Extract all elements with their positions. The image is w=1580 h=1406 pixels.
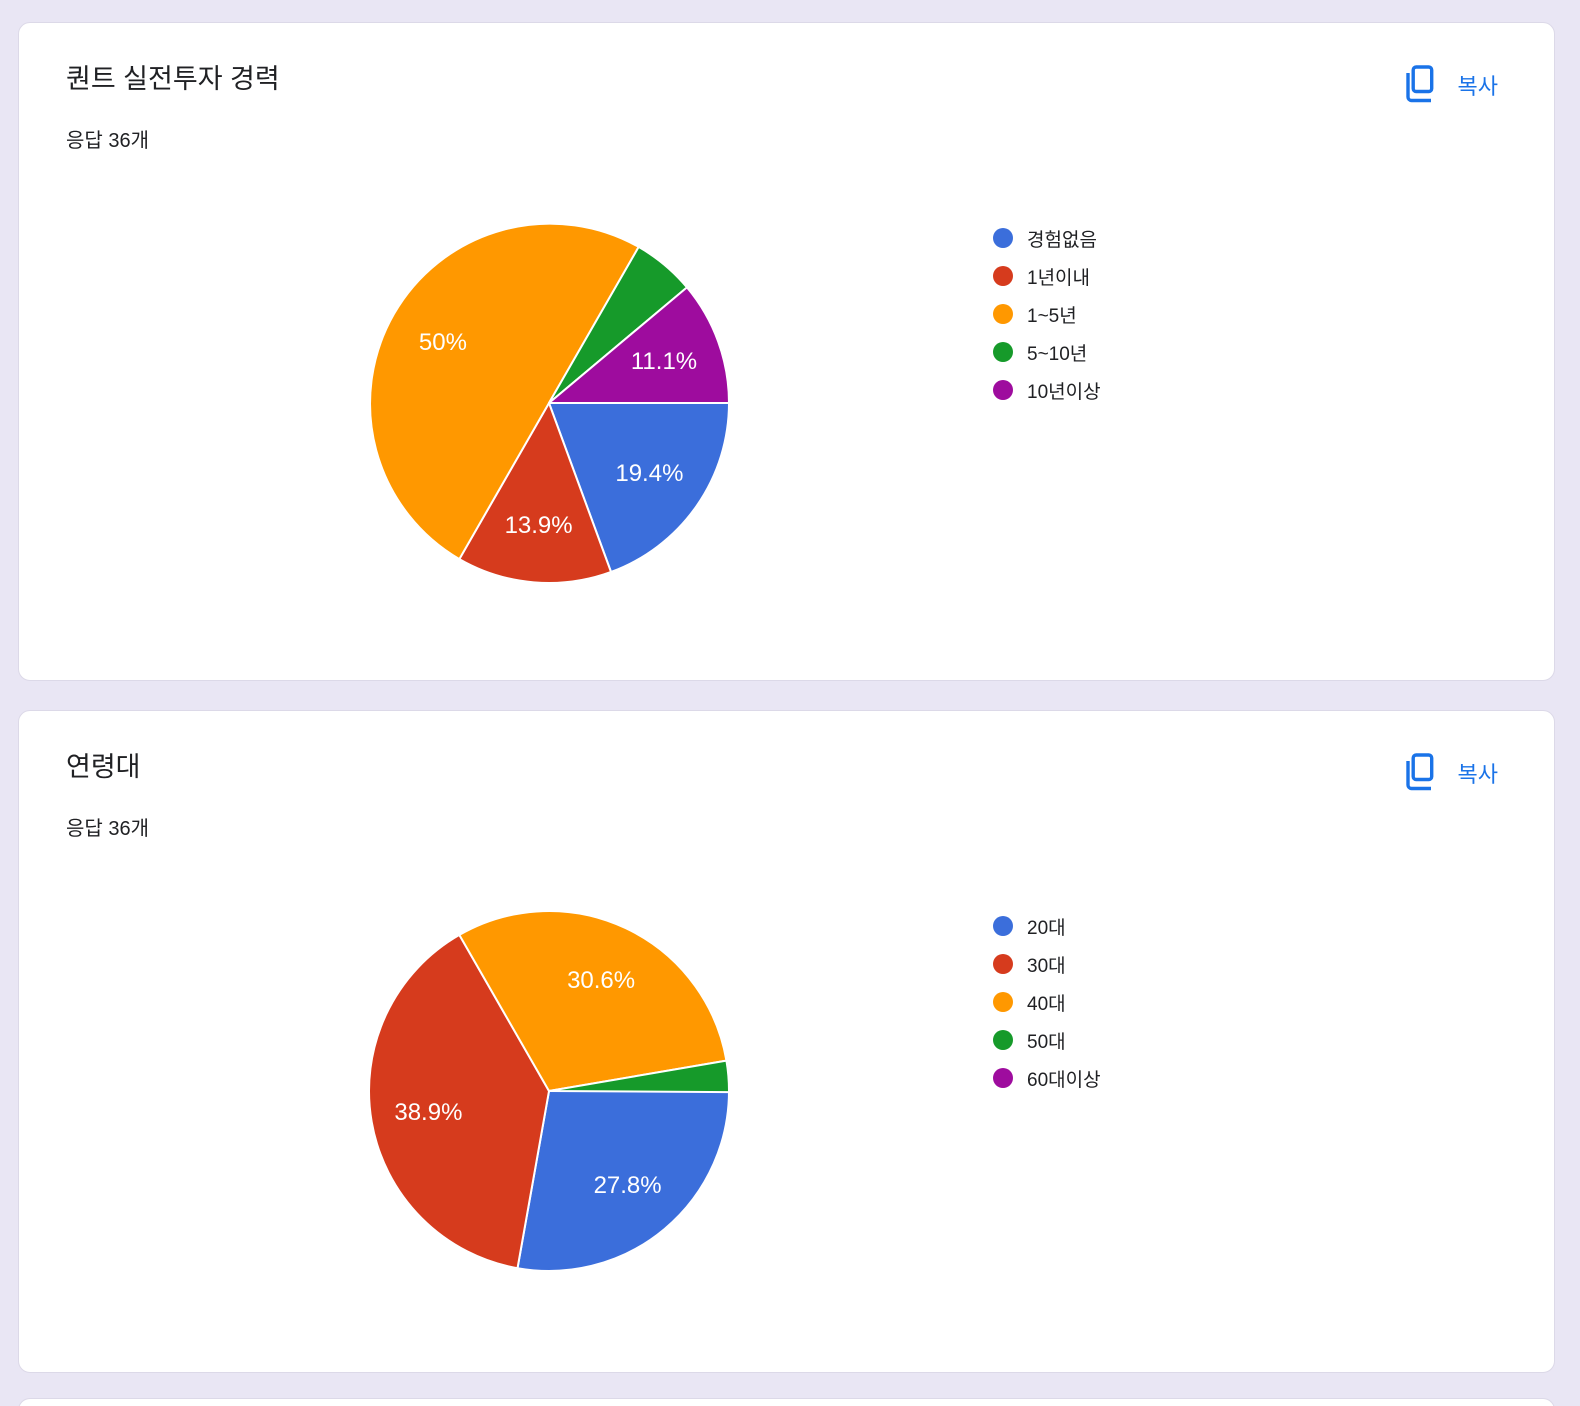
pie-slice bbox=[368, 933, 550, 1270]
copy-chart-button[interactable]: 복사 bbox=[1404, 753, 1498, 793]
copy-button-label: 복사 bbox=[1457, 762, 1498, 787]
legend-dot-icon bbox=[993, 992, 1013, 1012]
legend-dot-icon bbox=[993, 954, 1013, 974]
response-card-quant-experience: 퀀트 실전투자 경력 응답 36개 복사 19.4% 13.9% 50% 11.1% … bbox=[18, 22, 1555, 681]
pie-slice bbox=[458, 910, 728, 1092]
pie-slice-label: 38.9% bbox=[394, 1099, 462, 1126]
copy-chart-button[interactable]: 복사 bbox=[1404, 65, 1498, 105]
pie-slice-label: 13.9% bbox=[505, 512, 573, 539]
legend-item: 30대 bbox=[993, 945, 1101, 983]
copy-icon bbox=[1404, 753, 1434, 793]
legend-item: 20대 bbox=[993, 907, 1101, 945]
legend-dot-icon bbox=[993, 266, 1013, 286]
legend-item: 60대이상 bbox=[993, 1059, 1101, 1097]
legend-dot-icon bbox=[993, 1068, 1013, 1088]
legend-item: 경험없음 bbox=[993, 219, 1101, 257]
legend-dot-icon bbox=[993, 342, 1013, 362]
legend-dot-icon bbox=[993, 228, 1013, 248]
legend-dot-icon bbox=[993, 380, 1013, 400]
legend-item: 50대 bbox=[993, 1021, 1101, 1059]
legend-label: 30대 bbox=[1027, 955, 1066, 977]
legend-label: 경험없음 bbox=[1027, 229, 1097, 251]
copy-icon bbox=[1404, 65, 1434, 105]
legend-label: 1년이내 bbox=[1027, 267, 1091, 289]
pie-slice bbox=[548, 1059, 731, 1094]
pie-slice bbox=[548, 402, 730, 573]
pie-slice bbox=[369, 222, 640, 561]
response-card-next-partial bbox=[18, 1398, 1555, 1406]
legend-item: 5~10년 bbox=[993, 333, 1101, 371]
legend-item: 1년이내 bbox=[993, 257, 1101, 295]
question-title: 연령대 bbox=[66, 752, 141, 782]
legend-dot-icon bbox=[993, 1030, 1013, 1050]
response-count: 응답 36개 bbox=[66, 130, 150, 152]
legend-label: 1~5년 bbox=[1027, 305, 1077, 327]
pie-slice-label: 50% bbox=[419, 329, 467, 356]
pie-chart-quant-experience: 19.4% 13.9% 50% 11.1% bbox=[369, 222, 730, 584]
legend-label: 50대 bbox=[1027, 1031, 1066, 1053]
pie-slice bbox=[516, 1090, 730, 1272]
pie-legend: 경험없음 1년이내 1~5년 5~10년 10년이상 bbox=[993, 219, 1101, 409]
question-title: 퀀트 실전투자 경력 bbox=[66, 64, 280, 94]
pie-slice-label: 11.1% bbox=[631, 348, 697, 375]
legend-item: 10년이상 bbox=[993, 371, 1101, 409]
legend-item: 40대 bbox=[993, 983, 1101, 1021]
legend-label: 10년이상 bbox=[1027, 381, 1101, 403]
pie-slice bbox=[458, 402, 613, 584]
legend-dot-icon bbox=[993, 916, 1013, 936]
legend-dot-icon bbox=[993, 304, 1013, 324]
legend-label: 40대 bbox=[1027, 993, 1066, 1015]
legend-item: 1~5년 bbox=[993, 295, 1101, 333]
legend-label: 5~10년 bbox=[1027, 343, 1088, 365]
pie-slice bbox=[548, 286, 730, 404]
pie-legend: 20대 30대 40대 50대 60대이상 bbox=[993, 907, 1101, 1097]
pie-slice-label: 19.4% bbox=[615, 460, 683, 487]
copy-button-label: 복사 bbox=[1457, 74, 1498, 99]
legend-label: 20대 bbox=[1027, 917, 1066, 939]
response-count: 응답 36개 bbox=[66, 818, 150, 840]
pie-chart-age-group: 27.8% 38.9% 30.6% bbox=[368, 910, 731, 1272]
pie-slice-label: 27.8% bbox=[594, 1172, 662, 1199]
response-card-age-group: 연령대 응답 36개 복사 27.8% 38.9% 30.6% 20대 30대 40대 5… bbox=[18, 710, 1555, 1373]
legend-label: 60대이상 bbox=[1027, 1069, 1101, 1091]
pie-slice-label: 30.6% bbox=[567, 967, 635, 994]
